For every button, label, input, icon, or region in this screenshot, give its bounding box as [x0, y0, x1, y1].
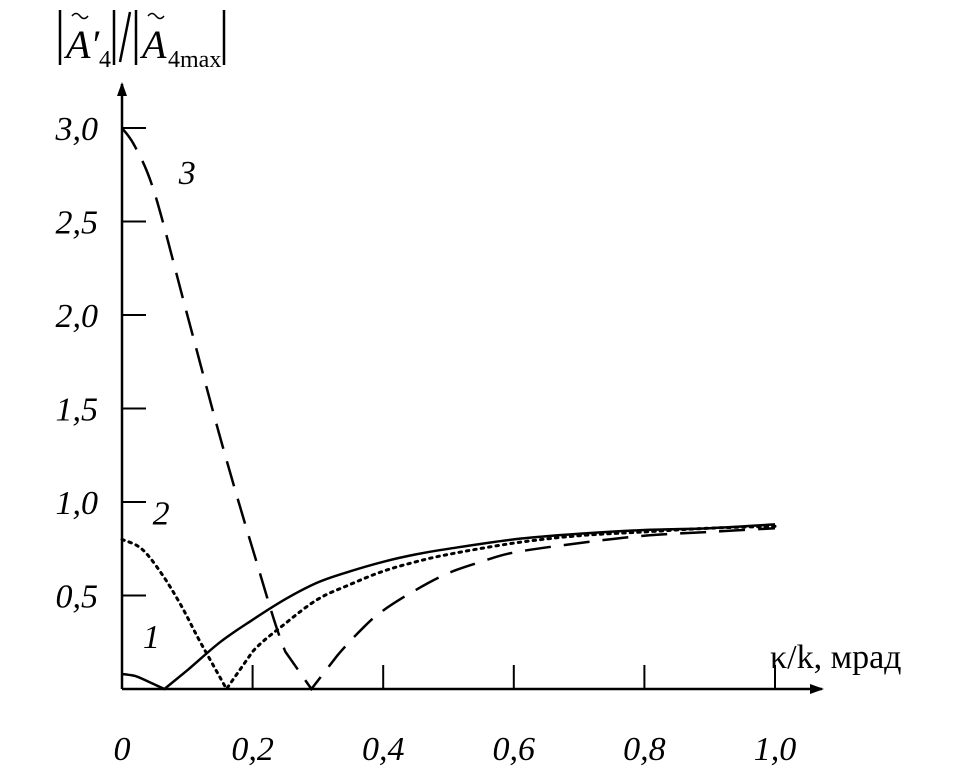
series-line-1 — [121, 523, 776, 691]
axes — [117, 82, 824, 694]
y-label-tilde — [71, 12, 89, 20]
curve-label-2: 2 — [153, 495, 170, 532]
ticks: 0 0,2 0,4 0,6 0,8 1,0 0,5 1,0 1,5 2,0 2,5 3,0 — [55, 111, 797, 768]
x-tick-label: 0 — [114, 731, 131, 768]
y-tick-label: 2,5 — [56, 205, 99, 242]
series-layer — [120, 127, 777, 692]
y-tick-label: 1,0 — [56, 485, 99, 522]
x-tick-label: 0,8 — [623, 731, 666, 768]
y-label-a-prime: A′ — [63, 22, 100, 67]
y-label-a: A — [139, 22, 167, 67]
y-label-sub-4max: 4max — [168, 47, 221, 73]
x-tick-label: 0,6 — [493, 731, 536, 768]
x-tick-label: 0,2 — [231, 731, 274, 768]
series-line-2 — [120, 524, 777, 692]
x-axis-label: κ/k, мрад — [770, 639, 901, 676]
y-tick-label: 0,5 — [56, 579, 99, 616]
y-tick-label: 1,5 — [56, 392, 99, 429]
series-line-3 — [120, 127, 776, 692]
curve-label-1: 1 — [143, 619, 160, 656]
y-tick-label: 3,0 — [55, 111, 99, 148]
y-label-sub-4: 4 — [99, 47, 111, 73]
y-label-slash — [118, 11, 132, 63]
y-label-tilde — [147, 12, 165, 20]
y-tick-label: 2,0 — [56, 298, 99, 335]
x-tick-label: 1,0 — [754, 731, 797, 768]
labels-layer: 1 2 3 — [143, 155, 196, 656]
curve-label-3: 3 — [178, 155, 196, 192]
x-tick-label: 0,4 — [362, 731, 405, 768]
y-axis-label: A′ 4 A 4max — [58, 10, 226, 73]
